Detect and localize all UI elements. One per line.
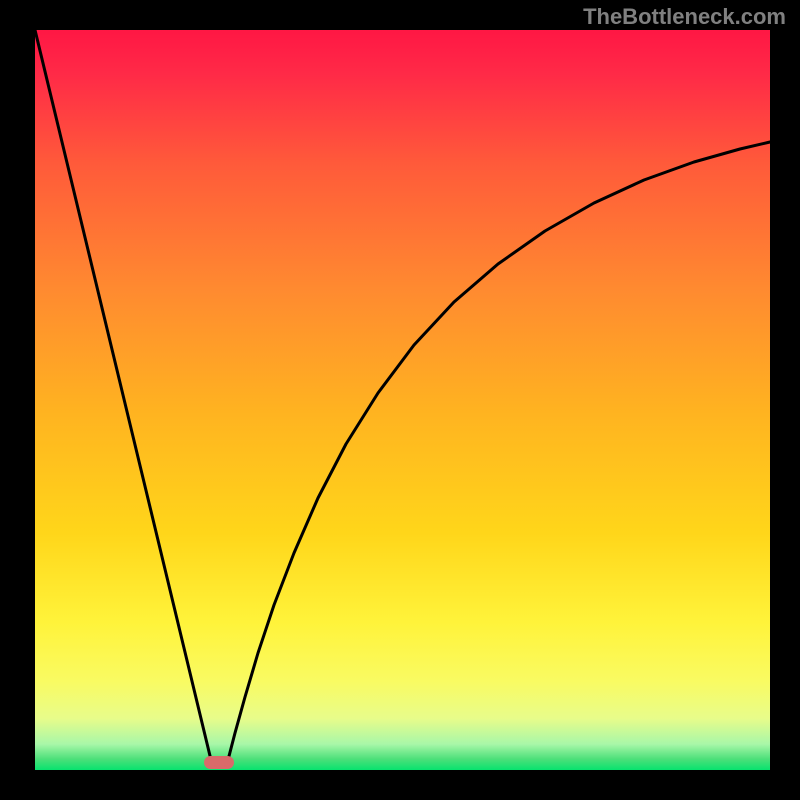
watermark-text: TheBottleneck.com bbox=[583, 4, 786, 30]
curve-right-segment bbox=[228, 142, 770, 760]
bottleneck-curve bbox=[0, 0, 800, 800]
optimal-marker bbox=[204, 756, 234, 769]
chart-container: TheBottleneck.com bbox=[0, 0, 800, 800]
curve-left-segment bbox=[35, 30, 211, 760]
